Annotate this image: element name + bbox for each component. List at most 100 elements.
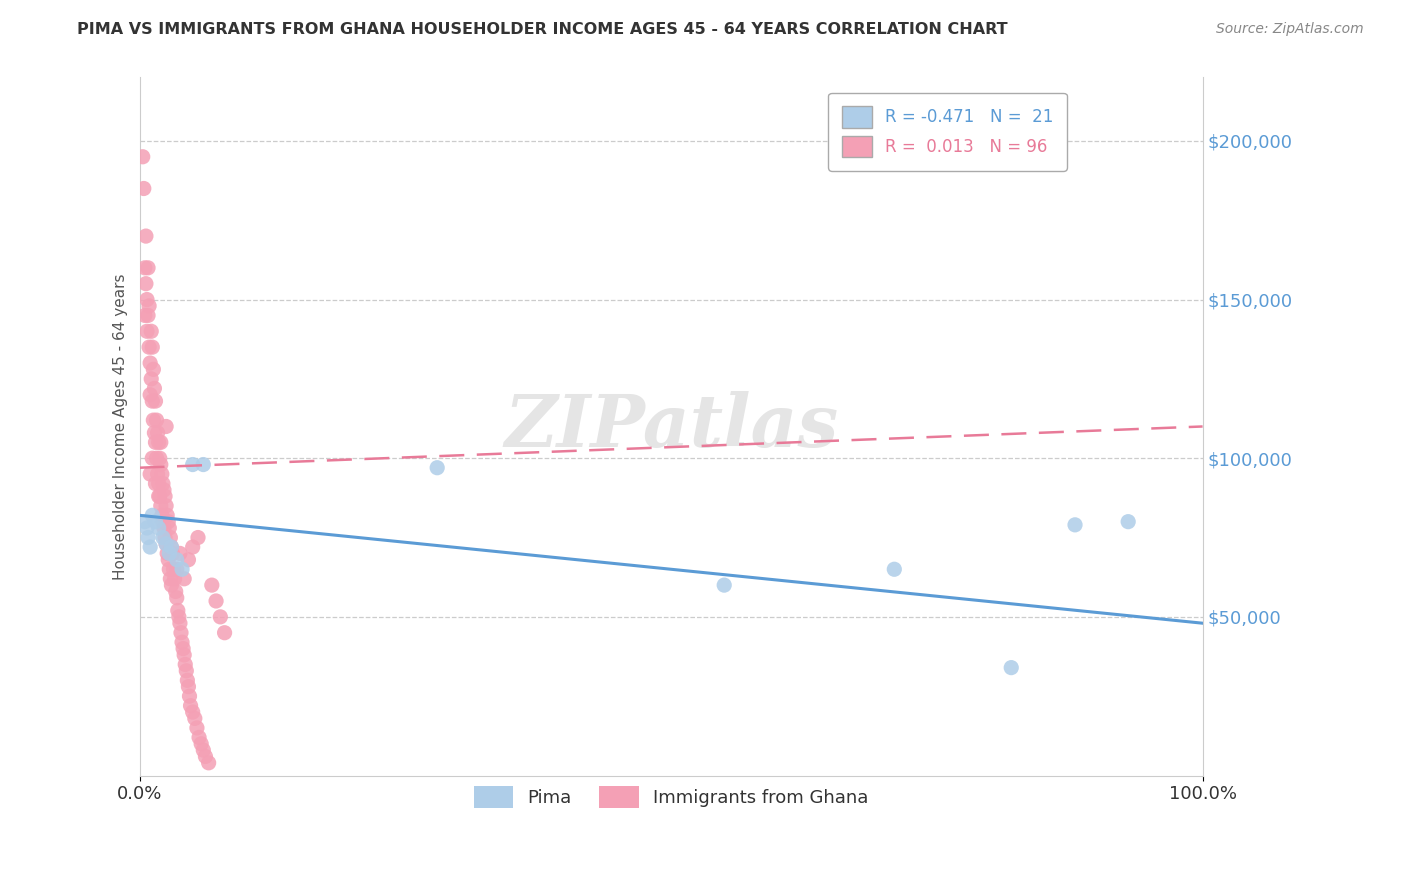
Point [181, 705, 204, 719]
Point [148, 521, 170, 535]
Point [148, 435, 170, 450]
Point [157, 553, 180, 567]
Point [149, 435, 172, 450]
Point [142, 362, 165, 376]
Point [136, 531, 159, 545]
Point [134, 309, 156, 323]
Point [190, 737, 212, 751]
Point [135, 229, 157, 244]
Point [136, 293, 159, 307]
Point [145, 413, 167, 427]
Point [143, 381, 166, 395]
Point [149, 458, 172, 472]
Point [209, 610, 232, 624]
Point [149, 499, 172, 513]
Point [139, 388, 162, 402]
Point [155, 537, 177, 551]
Point [139, 540, 162, 554]
Y-axis label: Householder Income Ages 45 - 64 years: Householder Income Ages 45 - 64 years [114, 273, 128, 580]
Point [201, 578, 224, 592]
Point [145, 435, 167, 450]
Point [152, 515, 174, 529]
Point [166, 591, 188, 605]
Point [141, 372, 163, 386]
Point [136, 309, 159, 323]
Point [165, 584, 187, 599]
Point [176, 673, 198, 688]
Point [157, 521, 180, 535]
Point [146, 467, 169, 481]
Point [153, 483, 176, 497]
Point [136, 521, 159, 535]
Point [138, 340, 160, 354]
Point [713, 578, 735, 592]
Point [134, 260, 156, 275]
Point [159, 531, 181, 545]
Point [181, 540, 204, 554]
Point [132, 150, 155, 164]
Point [1064, 517, 1087, 532]
Point [173, 572, 195, 586]
Point [136, 260, 159, 275]
Point [153, 531, 176, 545]
Point [181, 458, 204, 472]
Point [169, 546, 191, 560]
Point [157, 562, 180, 576]
Point [170, 635, 193, 649]
Point [152, 476, 174, 491]
Point [166, 562, 188, 576]
Point [139, 467, 162, 481]
Point [188, 731, 211, 745]
Point [160, 578, 183, 592]
Point [146, 425, 169, 440]
Point [177, 553, 200, 567]
Point [180, 698, 202, 713]
Point [156, 546, 179, 560]
Point [145, 476, 167, 491]
Point [141, 394, 163, 409]
Point [145, 451, 167, 466]
Point [143, 425, 166, 440]
Point [159, 572, 181, 586]
Point [157, 515, 180, 529]
Point [156, 508, 179, 523]
Point [153, 521, 176, 535]
Point [193, 458, 215, 472]
Point [177, 680, 200, 694]
Point [134, 515, 156, 529]
Point [170, 562, 193, 576]
Point [155, 419, 177, 434]
Point [167, 610, 190, 624]
Point [141, 451, 163, 466]
Point [132, 181, 155, 195]
Point [135, 277, 157, 291]
Point [150, 467, 173, 481]
Point [149, 489, 172, 503]
Point [145, 394, 167, 409]
Point [1000, 660, 1022, 674]
Point [197, 756, 219, 770]
Point [173, 648, 195, 662]
Point [214, 625, 236, 640]
Point [193, 743, 215, 757]
Point [179, 689, 201, 703]
Point [1116, 515, 1139, 529]
Point [186, 721, 208, 735]
Point [184, 711, 207, 725]
Point [153, 489, 176, 503]
Point [172, 641, 194, 656]
Point [194, 749, 217, 764]
Point [141, 324, 163, 338]
Point [426, 460, 449, 475]
Point [187, 531, 209, 545]
Point [150, 508, 173, 523]
Point [174, 657, 197, 672]
Point [155, 537, 177, 551]
Point [160, 540, 183, 554]
Text: Source: ZipAtlas.com: Source: ZipAtlas.com [1216, 22, 1364, 37]
Point [157, 546, 180, 560]
Point [141, 340, 163, 354]
Point [162, 562, 184, 576]
Point [149, 451, 172, 466]
Point [139, 356, 162, 370]
